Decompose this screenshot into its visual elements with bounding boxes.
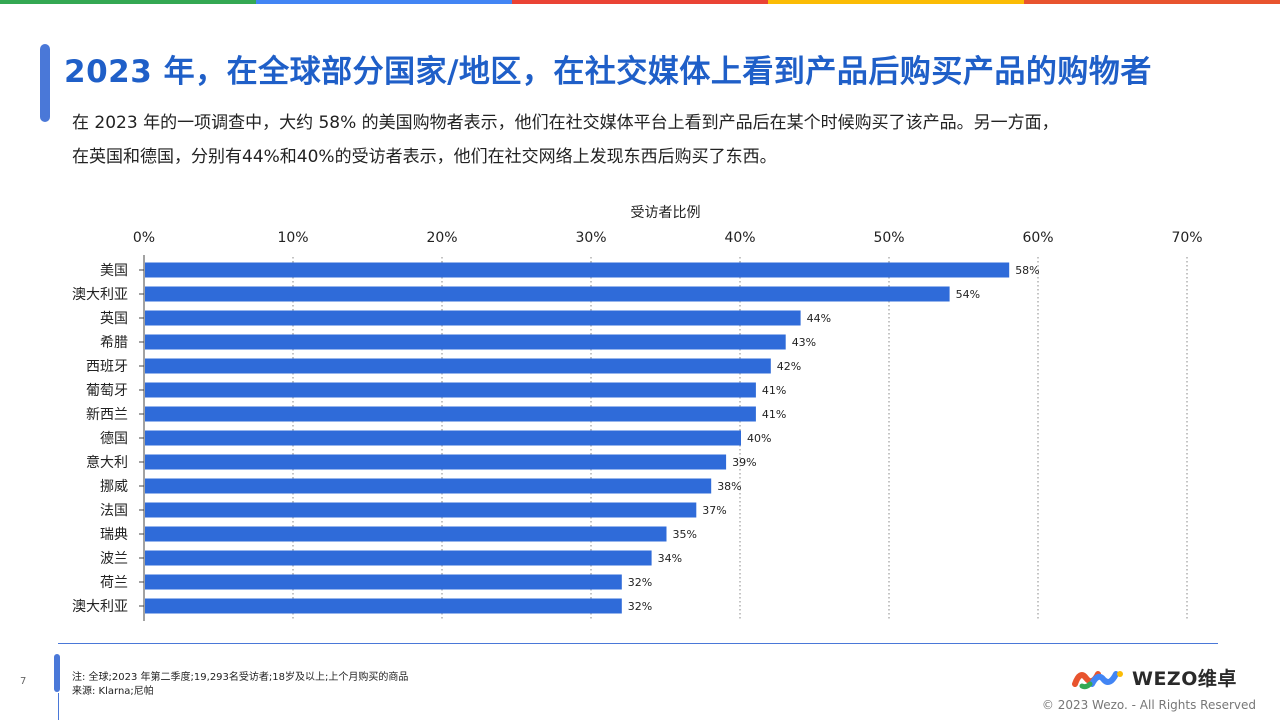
logo-text: WEZO维卓 xyxy=(1132,668,1237,690)
data-label: 54% xyxy=(956,288,980,301)
title-accent-bar xyxy=(40,44,50,122)
data-label: 44% xyxy=(807,312,831,325)
data-label: 58% xyxy=(1015,264,1039,277)
footnote-note: 注: 全球;2023 年第二季度;19,293名受访者;18岁及以上;上个月购买… xyxy=(72,672,409,683)
bar xyxy=(145,502,697,518)
data-label: 35% xyxy=(673,528,697,541)
copyright: © 2023 Wezo. - All Rights Reserved xyxy=(1041,698,1256,712)
x-tick-label: 30% xyxy=(575,230,606,246)
data-label: 42% xyxy=(777,360,801,373)
brand-color-bar xyxy=(0,0,1280,4)
page-number: 7 xyxy=(20,676,27,687)
bar-chart: 受访者比例 0% 10% 20% 30% 40% 50% 60% 70% 美国 58% 澳大利亚 54%… xyxy=(72,205,1203,621)
bar xyxy=(145,430,741,446)
page-title: 2023 年，在全球部分国家/地区，在社交媒体上看到产品后购买产品的购物者 xyxy=(64,54,1152,90)
bar xyxy=(145,358,771,374)
x-tick-label: 40% xyxy=(724,230,755,246)
description: 在 2023 年的一项调查中，大约 58% 的美国购物者表示，他们在社交媒体平台… xyxy=(72,106,1212,174)
brand-bar-segment xyxy=(256,0,512,4)
footer-divider xyxy=(58,643,1218,644)
category-label: 瑞典 xyxy=(100,527,128,543)
category-label: 新西兰 xyxy=(86,407,128,423)
note-accent-bar xyxy=(54,654,60,692)
data-label: 39% xyxy=(732,456,756,469)
x-tick-label: 20% xyxy=(426,230,457,246)
note-guide-line xyxy=(58,693,59,720)
data-label: 38% xyxy=(717,480,741,493)
data-label: 37% xyxy=(702,504,726,517)
x-tick-label: 50% xyxy=(873,230,904,246)
bar xyxy=(145,334,786,350)
brand-bar-segment xyxy=(0,0,256,4)
data-label: 41% xyxy=(762,384,786,397)
category-label: 挪威 xyxy=(100,479,128,495)
bar xyxy=(145,526,667,542)
bar xyxy=(145,478,712,494)
footnote-source: 来源: Klarna;尼帕 xyxy=(72,686,154,697)
data-label: 40% xyxy=(747,432,771,445)
category-label: 法国 xyxy=(100,503,128,519)
bar xyxy=(145,406,756,422)
data-label: 43% xyxy=(792,336,816,349)
brand-bar-segment xyxy=(1024,0,1280,4)
bar xyxy=(145,550,652,566)
description-line: 在英国和德国，分别有44%和40%的受访者表示，他们在社交网络上发现东西后购买了… xyxy=(72,147,777,167)
category-label: 西班牙 xyxy=(86,359,128,375)
data-label: 32% xyxy=(628,600,652,613)
bar xyxy=(145,382,756,398)
x-axis-title: 受访者比例 xyxy=(631,205,701,221)
category-label: 波兰 xyxy=(100,551,128,567)
category-label: 美国 xyxy=(100,263,128,279)
category-label: 英国 xyxy=(100,310,128,327)
footnotes: 注: 全球;2023 年第二季度;19,293名受访者;18岁及以上;上个月购买… xyxy=(72,671,408,699)
category-label: 澳大利亚 xyxy=(72,287,128,303)
category-label: 葡萄牙 xyxy=(86,383,128,399)
bar xyxy=(145,598,622,614)
brand-bar-segment xyxy=(512,0,768,4)
brand-bar-segment xyxy=(768,0,1024,4)
bar xyxy=(145,454,727,470)
category-label: 意大利 xyxy=(86,454,128,471)
bar xyxy=(145,262,1010,278)
category-label: 希腊 xyxy=(100,335,128,351)
bar xyxy=(145,310,801,326)
category-label: 荷兰 xyxy=(100,575,128,591)
x-tick-label: 0% xyxy=(133,230,155,246)
data-label: 34% xyxy=(658,552,682,565)
data-label: 32% xyxy=(628,576,652,589)
data-label: 41% xyxy=(762,408,786,421)
x-tick-label: 10% xyxy=(277,230,308,246)
wezo-logo-icon xyxy=(1072,670,1123,689)
category-label: 德国 xyxy=(100,431,128,447)
x-tick-label: 70% xyxy=(1171,230,1202,246)
bar xyxy=(145,574,622,590)
bar xyxy=(145,286,950,302)
category-label: 澳大利亚 xyxy=(72,599,128,615)
x-tick-label: 60% xyxy=(1022,230,1053,246)
wezo-logo: WEZO维卓 xyxy=(1072,664,1237,691)
description-line: 在 2023 年的一项调查中，大约 58% 的美国购物者表示，他们在社交媒体平台… xyxy=(72,113,1059,133)
